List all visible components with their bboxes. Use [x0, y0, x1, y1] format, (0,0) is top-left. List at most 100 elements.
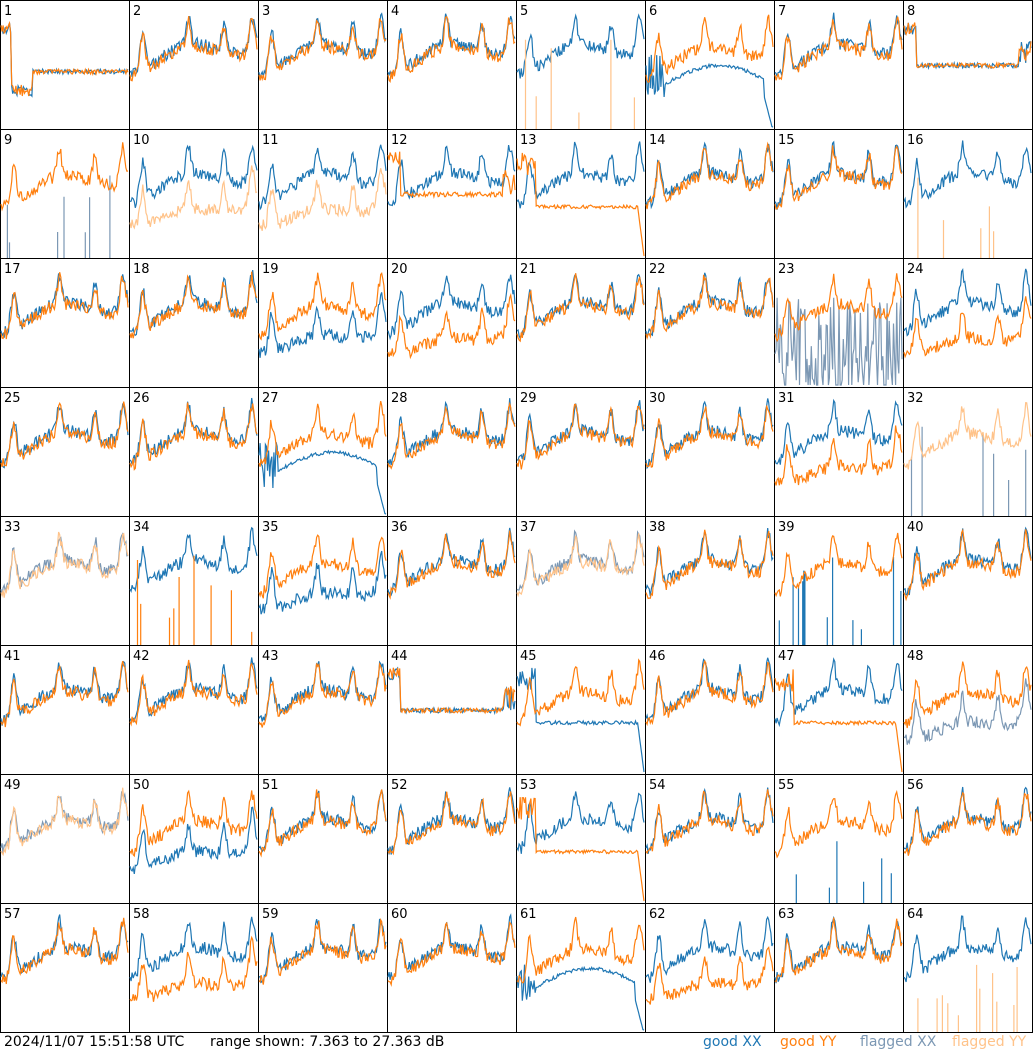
panel-label: 9 [4, 133, 12, 148]
series-xx-good [774, 140, 903, 210]
panel-label: 64 [907, 907, 924, 922]
series-xx-flagged [903, 678, 1032, 745]
panel-label: 19 [262, 262, 279, 277]
panel-61: 61 [516, 903, 646, 1033]
series-xx-good [516, 141, 645, 209]
series-yy-good [0, 272, 129, 340]
legend-flagged-xx: flagged XX [860, 1034, 937, 1050]
panel-16: 16 [903, 129, 1033, 259]
series-yy-good [129, 789, 258, 858]
panel-label: 23 [778, 262, 795, 277]
panel-54: 54 [645, 774, 775, 904]
series-yy-good [516, 152, 645, 257]
series-yy-good [387, 791, 516, 856]
series-xx-good [774, 657, 903, 728]
panel-label: 44 [391, 649, 408, 664]
panel-label: 56 [907, 778, 924, 793]
panel-15: 15 [774, 129, 904, 259]
series-yy-good [387, 921, 516, 987]
panel-label: 50 [133, 778, 150, 793]
panel-label: 54 [649, 778, 666, 793]
panel-label: 49 [4, 778, 21, 793]
panel-frame [129, 129, 259, 259]
panel-label: 26 [133, 391, 150, 406]
panel-57: 57 [0, 903, 130, 1033]
series-yy-flagged [0, 531, 129, 598]
series-xx-good [778, 557, 902, 645]
panel-label: 12 [391, 133, 408, 148]
panel-label: 33 [4, 520, 21, 535]
series-yy-good [645, 141, 774, 210]
panel-33: 33 [0, 516, 130, 646]
panel-label: 42 [133, 649, 150, 664]
panel-frame [516, 774, 646, 904]
series-yy-good [129, 16, 258, 82]
panel-59: 59 [258, 903, 388, 1033]
panel-26: 26 [129, 387, 259, 517]
panel-40: 40 [903, 516, 1033, 646]
panel-frame [129, 774, 259, 904]
panel-19: 19 [258, 258, 388, 388]
panel-6: 6 [645, 0, 775, 130]
series-yy-good [0, 20, 129, 97]
panel-label: 11 [262, 133, 279, 148]
panel-label: 29 [520, 391, 537, 406]
series-yy-good [387, 15, 516, 83]
panel-frame [774, 516, 904, 646]
panel-label: 59 [262, 907, 279, 922]
series-yy-good [645, 274, 774, 341]
series-xx-good [258, 144, 387, 211]
panel-label: 28 [391, 391, 408, 406]
series-xx-good [258, 292, 387, 358]
series-yy-good [387, 292, 516, 360]
panel-49: 49 [0, 774, 130, 904]
series-yy-good [258, 917, 387, 985]
panel-label: 24 [907, 262, 924, 277]
panel-label: 7 [778, 4, 786, 19]
panel-label: 57 [4, 907, 21, 922]
panel-frame [516, 129, 646, 259]
series-yy-good [903, 22, 1032, 70]
panel-11: 11 [258, 129, 388, 259]
panel-31: 31 [774, 387, 904, 517]
panel-23: 23 [774, 258, 904, 388]
series-yy-good [516, 797, 645, 902]
panel-48: 48 [903, 645, 1033, 775]
series-yy-good [516, 403, 645, 470]
series-yy-good [903, 791, 1032, 856]
panel-label: 43 [262, 649, 279, 664]
panel-frame [645, 0, 775, 130]
panel-frame [0, 0, 130, 130]
panel-frame [258, 903, 388, 1033]
panel-38: 38 [645, 516, 775, 646]
series-yy-good [903, 528, 1032, 602]
panel-label: 30 [649, 391, 666, 406]
series-xx-good [387, 274, 516, 341]
panel-9: 9 [0, 129, 130, 259]
panel-1: 1 [0, 0, 130, 130]
panel-29: 29 [516, 387, 646, 517]
panel-44: 44 [387, 645, 517, 775]
panel-label: 16 [907, 133, 924, 148]
series-yy-flagged [917, 177, 995, 258]
series-yy-good [903, 661, 1032, 729]
series-yy-good [774, 16, 903, 81]
panel-53: 53 [516, 774, 646, 904]
series-xx-good [516, 964, 645, 1031]
panel-63: 63 [774, 903, 904, 1033]
series-xx-good [258, 12, 387, 80]
panel-55: 55 [774, 774, 904, 904]
panel-label: 55 [778, 778, 795, 793]
panel-label: 40 [907, 520, 924, 535]
panel-frame [129, 903, 259, 1033]
panel-label: 15 [778, 133, 795, 148]
panel-frame [903, 903, 1033, 1033]
panel-label: 62 [649, 907, 666, 922]
series-yy-good [387, 151, 516, 199]
panel-label: 51 [262, 778, 279, 793]
legend-good-yy: good YY [780, 1034, 837, 1050]
series-yy-good [903, 296, 1032, 359]
panel-42: 42 [129, 645, 259, 775]
panel-label: 53 [520, 778, 537, 793]
